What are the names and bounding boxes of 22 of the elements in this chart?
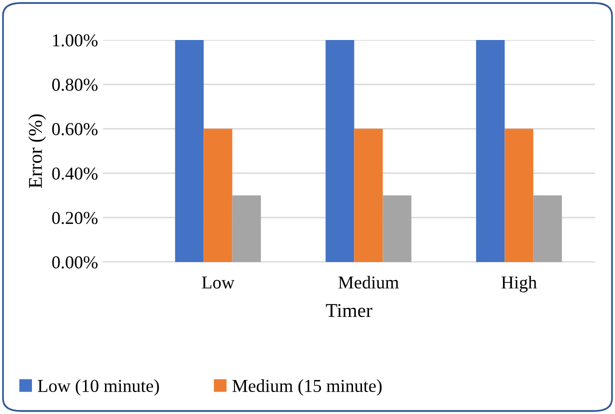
y-axis-title: Error (%) — [28, 114, 46, 188]
bar — [533, 195, 562, 262]
bar — [476, 40, 505, 262]
x-tick-label: Low — [202, 276, 234, 289]
y-tick-label: 0.60% — [52, 123, 98, 136]
bar — [175, 40, 204, 262]
legend-label: Medium (15 minute) — [232, 379, 382, 396]
y-tick-label: 0.00% — [52, 256, 98, 269]
x-tick-label: High — [501, 276, 537, 292]
bar — [204, 128, 232, 262]
x-tick-label: Medium — [338, 276, 399, 289]
y-tick-label: 1.00% — [53, 34, 98, 47]
bar — [326, 40, 354, 262]
y-tick-label: 0.80% — [52, 78, 98, 91]
bar — [382, 195, 412, 262]
bar — [354, 128, 383, 262]
bar — [504, 128, 534, 262]
y-tick-label: 0.20% — [52, 212, 98, 224]
legend-label: Low (10 minute) — [38, 379, 159, 396]
x-axis-title: Timer — [326, 304, 372, 318]
bar — [232, 195, 261, 262]
y-tick-label: 0.40% — [52, 167, 98, 180]
